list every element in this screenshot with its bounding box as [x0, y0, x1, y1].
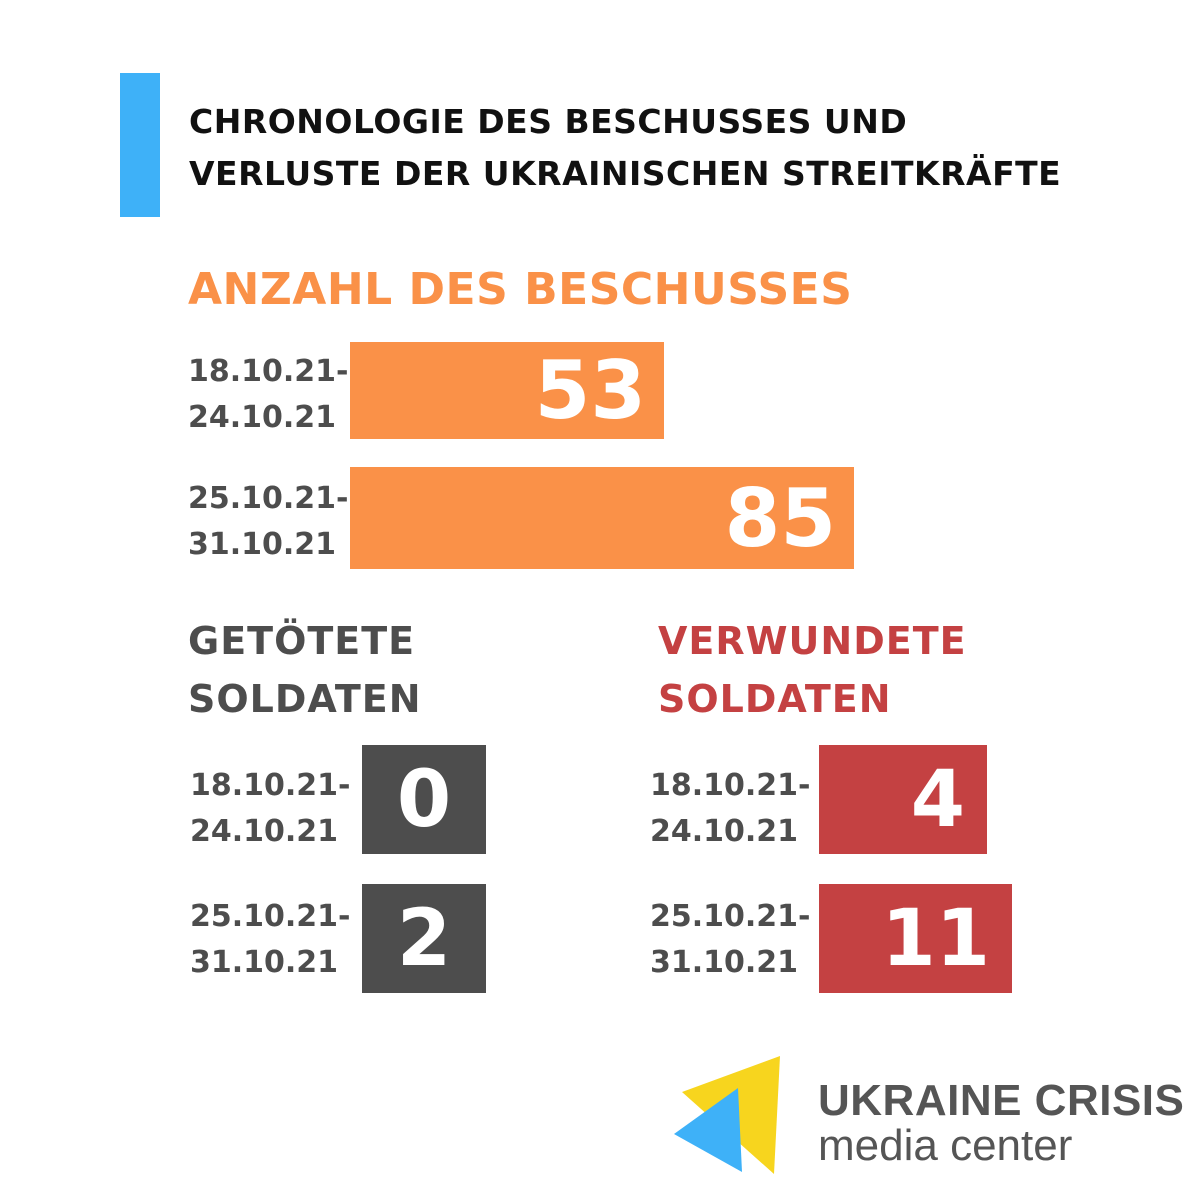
killed-bar-value: 0 — [396, 754, 452, 845]
wounded-chart-title-line-2: SOLDATEN — [658, 677, 892, 721]
killed-bar: 2 — [362, 884, 486, 993]
shelling-period-label-line: 24.10.21 — [188, 400, 337, 435]
killed-chart-title-line-2: SOLDATEN — [188, 677, 422, 721]
shelling-bar-value: 53 — [534, 344, 646, 437]
killed-chart-title-line-1: GETÖTETE — [188, 619, 416, 663]
ucmc-logo-text: UKRAINE CRISIS media center — [818, 1073, 1184, 1169]
shelling-period-label-line: 31.10.21 — [188, 527, 337, 562]
shelling-period-label-line: 25.10.21- — [188, 481, 349, 516]
wounded-period-label-line: 24.10.21 — [650, 814, 799, 849]
killed-chart-title: GETÖTETE SOLDATEN — [188, 612, 422, 728]
wounded-period-label-line: 25.10.21- — [650, 899, 811, 934]
page-title-line-2: VERLUSTE DER UKRAINISCHEN STREITKRÄFTE — [189, 154, 1062, 193]
logo-name: UKRAINE CRISIS — [818, 1076, 1185, 1125]
shelling-bar-value: 85 — [724, 471, 836, 565]
shelling-period-label: 25.10.21- 31.10.21 — [188, 476, 349, 568]
wounded-period-label-line: 18.10.21- — [650, 768, 811, 803]
wounded-bar-value: 4 — [910, 754, 965, 845]
killed-period-label: 25.10.21- 31.10.21 — [190, 894, 351, 986]
wounded-period-label-line: 31.10.21 — [650, 945, 799, 980]
wounded-period-label: 25.10.21- 31.10.21 — [650, 894, 811, 986]
killed-period-label-line: 25.10.21- — [190, 899, 351, 934]
wounded-bar-value: 11 — [881, 893, 990, 984]
wounded-bar: 4 — [819, 745, 987, 854]
killed-period-label-line: 31.10.21 — [190, 945, 339, 980]
killed-bar: 0 — [362, 745, 486, 854]
shelling-period-label-line: 18.10.21- — [188, 354, 349, 389]
wounded-chart-title-line-1: VERWUNDETE — [658, 619, 967, 663]
killed-bar-value: 2 — [396, 893, 452, 984]
wounded-chart-title: VERWUNDETE SOLDATEN — [658, 612, 967, 728]
killed-period-label-line: 24.10.21 — [190, 814, 339, 849]
killed-period-label: 18.10.21- 24.10.21 — [190, 763, 351, 855]
shelling-period-label: 18.10.21- 24.10.21 — [188, 349, 349, 441]
shelling-bar: 85 — [350, 467, 854, 569]
logo-blue-triangle — [674, 1088, 742, 1172]
wounded-period-label: 18.10.21- 24.10.21 — [650, 763, 811, 855]
shelling-bar: 53 — [350, 342, 664, 439]
killed-period-label-line: 18.10.21- — [190, 768, 351, 803]
ucmc-logo-icon — [674, 1056, 780, 1174]
page-title-line-1: CHRONOLOGIE DES BESCHUSSES UND — [189, 102, 908, 141]
page-title: CHRONOLOGIE DES BESCHUSSES UND VERLUSTE … — [189, 96, 1169, 200]
logo-subtitle: media center — [818, 1121, 1073, 1170]
title-accent-bar — [120, 73, 160, 217]
shelling-chart-title: ANZAHL DES BESCHUSSES — [188, 264, 853, 315]
wounded-bar: 11 — [819, 884, 1012, 993]
